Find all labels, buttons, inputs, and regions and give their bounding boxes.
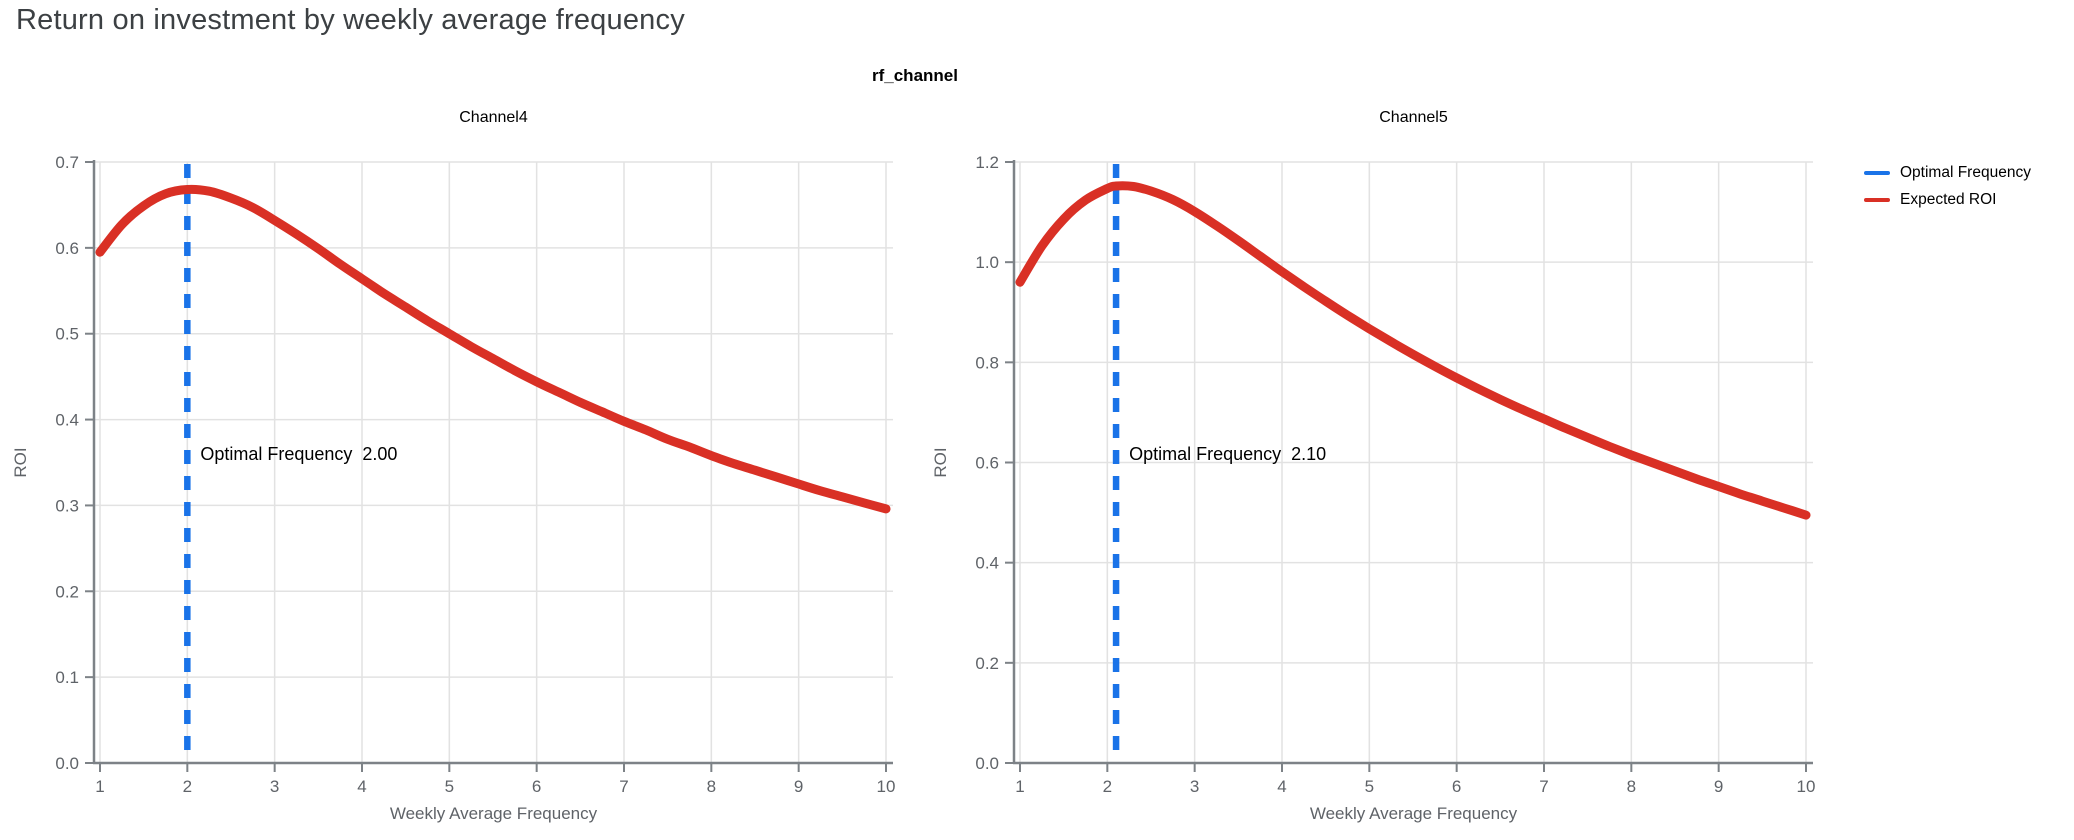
y-tick-label-0.2: 0.2 [55, 582, 79, 601]
y-tick-label-0.8: 0.8 [975, 353, 999, 372]
x-tick-label-1: 1 [1015, 777, 1024, 796]
y-tick-label-0.4: 0.4 [975, 554, 999, 573]
x-tick-label-9: 9 [1714, 777, 1723, 796]
y-tick-label-0.3: 0.3 [55, 496, 79, 515]
y-tick-label-1.2: 1.2 [975, 153, 999, 172]
x-tick-label-2: 2 [1103, 777, 1112, 796]
y-axis-label: ROI [11, 447, 30, 477]
y-tick-label-1: 1.0 [975, 253, 999, 272]
x-tick-label-10: 10 [877, 777, 896, 796]
x-tick-label-1: 1 [95, 777, 104, 796]
expected-roi-curve [95, 184, 891, 514]
x-tick-label-4: 4 [1277, 777, 1286, 796]
x-tick-label-9: 9 [794, 777, 803, 796]
legend-item-1: Expected ROI [1864, 186, 2031, 213]
x-tick-label-10: 10 [1797, 777, 1816, 796]
x-tick-label-3: 3 [1190, 777, 1199, 796]
x-tick-label-8: 8 [1627, 777, 1636, 796]
x-tick-label-4: 4 [357, 777, 366, 796]
legend: Optimal Frequency Expected ROI [1864, 159, 2031, 213]
roi-chart-channel4: 0.0 0.1 0.2 0.3 0.4 0.5 0.6 0.7 1 2 3 4 5 6 7 8 9 10 Optim… [11, 109, 896, 823]
optimal-frequency-annotation: Optimal Frequency 2.00 [200, 444, 397, 464]
y-tick-label-0.1: 0.1 [55, 668, 79, 687]
x-tick-label-6: 6 [1452, 777, 1461, 796]
legend-swatch-1 [1864, 197, 1890, 202]
chart-title: Channel5 [1379, 109, 1448, 126]
x-tick-label-7: 7 [1539, 777, 1548, 796]
charts-row: 0.0 0.1 0.2 0.3 0.4 0.5 0.6 0.7 1 2 3 4 5 6 7 8 9 10 Optim… [0, 95, 1870, 840]
chart-title: Channel4 [459, 109, 528, 126]
y-tick-label-0.6: 0.6 [975, 454, 999, 473]
y-tick-label-0: 0.0 [55, 754, 79, 773]
y-tick-label-0.4: 0.4 [55, 411, 79, 430]
figure-suptitle: rf_channel [872, 66, 958, 85]
legend-item-0: Optimal Frequency [1864, 159, 2031, 186]
y-tick-label-0: 0.0 [975, 754, 999, 773]
x-tick-label-3: 3 [270, 777, 279, 796]
legend-label-0: Optimal Frequency [1900, 163, 2031, 181]
legend-swatch-0 [1864, 170, 1890, 175]
x-axis-label: Weekly Average Frequency [1310, 804, 1518, 823]
x-tick-label-7: 7 [619, 777, 628, 796]
optimal-frequency-annotation: Optimal Frequency 2.10 [1129, 444, 1326, 464]
x-axis-label: Weekly Average Frequency [390, 804, 598, 823]
y-tick-label-0.6: 0.6 [55, 239, 79, 258]
y-tick-label-0.5: 0.5 [55, 325, 79, 344]
x-tick-label-2: 2 [183, 777, 192, 796]
x-tick-label-5: 5 [1365, 777, 1374, 796]
legend-label-1: Expected ROI [1900, 190, 1997, 208]
x-tick-label-5: 5 [445, 777, 454, 796]
page-title: Return on investment by weekly average f… [16, 4, 685, 36]
y-axis-label: ROI [931, 447, 950, 477]
x-tick-label-6: 6 [532, 777, 541, 796]
expected-roi-curve [1015, 181, 1811, 520]
x-tick-label-8: 8 [707, 777, 716, 796]
roi-chart-channel5: 0.0 0.2 0.4 0.6 0.8 1.0 1.2 1 2 3 4 5 6 7 8 9 10 Optimal … [931, 109, 1816, 823]
y-tick-label-0.7: 0.7 [55, 153, 79, 172]
y-tick-label-0.2: 0.2 [975, 654, 999, 673]
